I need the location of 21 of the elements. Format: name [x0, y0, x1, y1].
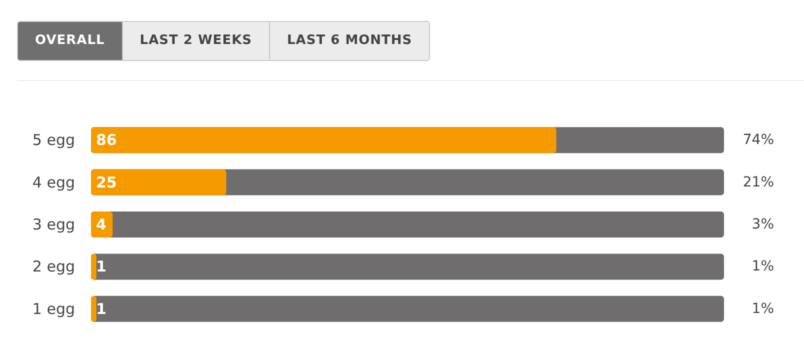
y-tick-label: 1 egg: [32, 300, 75, 318]
y-tick-label: 3 egg: [32, 216, 75, 234]
bar: [91, 296, 96, 322]
data-label: 4: [96, 216, 106, 234]
text: OVERALL: [18, 22, 122, 60]
bar: [91, 254, 96, 280]
text: 21%: [742, 174, 774, 190]
text: 74%: [742, 132, 774, 148]
data-label: 1: [96, 258, 106, 276]
data-label: 25: [96, 173, 117, 192]
data-label: 1: [96, 300, 106, 318]
text: 3%: [752, 216, 774, 232]
bar: [91, 169, 226, 196]
y-tick-label: 2 egg: [32, 258, 75, 276]
text: LAST 2 WEEKS: [122, 22, 270, 60]
y-tick-label: 5 egg: [32, 131, 75, 150]
text: 1%: [752, 300, 774, 317]
text: LAST 6 MONTHS: [269, 22, 430, 60]
text: 1%: [752, 258, 774, 275]
data-label: 86: [96, 131, 117, 150]
y-tick-label: 4 egg: [32, 173, 75, 192]
